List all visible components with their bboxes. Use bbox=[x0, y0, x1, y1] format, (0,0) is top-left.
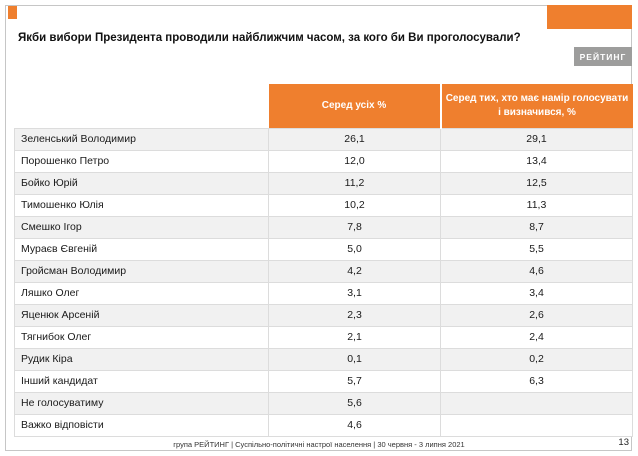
header-among-decided: Серед тих, хто має намір голосувати і ви… bbox=[439, 84, 633, 128]
value-among-all: 2,1 bbox=[268, 325, 441, 349]
value-among-decided: 13,4 bbox=[440, 149, 633, 173]
results-table: Серед усіх % Серед тих, хто має намір го… bbox=[14, 84, 633, 437]
value-among-all: 4,2 bbox=[268, 259, 441, 283]
value-among-all: 12,0 bbox=[268, 149, 441, 173]
value-among-decided: 12,5 bbox=[440, 171, 633, 195]
candidate-name: Рудик Кіра bbox=[14, 347, 269, 371]
header-row: Серед усіх % Серед тих, хто має намір го… bbox=[14, 84, 633, 128]
candidate-name: Інший кандидат bbox=[14, 369, 269, 393]
value-among-decided: 3,4 bbox=[440, 281, 633, 305]
value-among-all: 3,1 bbox=[268, 281, 441, 305]
results-table-body: Зеленський Володимир 26,1 29,1 Порошенко Пе… bbox=[14, 127, 633, 437]
header-empty-cell bbox=[14, 84, 269, 128]
value-among-decided: 6,3 bbox=[440, 369, 633, 393]
value-among-decided bbox=[440, 413, 633, 437]
value-among-decided: 8,7 bbox=[440, 215, 633, 239]
candidate-name: Мураєв Євгеній bbox=[14, 237, 269, 261]
table-row: Тимошенко Юлія 10,2 11,3 bbox=[14, 193, 633, 217]
candidate-name: Бойко Юрій bbox=[14, 171, 269, 195]
value-among-all: 5,7 bbox=[268, 369, 441, 393]
value-among-decided bbox=[440, 391, 633, 415]
candidate-name: Тимошенко Юлія bbox=[14, 193, 269, 217]
table-row: Бойко Юрій 11,2 12,5 bbox=[14, 171, 633, 195]
value-among-all: 7,8 bbox=[268, 215, 441, 239]
value-among-all: 2,3 bbox=[268, 303, 441, 327]
table-row: Смешко Ігор 7,8 8,7 bbox=[14, 215, 633, 239]
page-title: Якби вибори Президента проводили найближ… bbox=[18, 32, 521, 44]
table-row: Тягнибок Олег 2,1 2,4 bbox=[14, 325, 633, 349]
value-among-decided: 0,2 bbox=[440, 347, 633, 371]
table-row: Рудик Кіра 0,1 0,2 bbox=[14, 347, 633, 371]
page-number: 13 bbox=[618, 437, 629, 448]
value-among-decided: 11,3 bbox=[440, 193, 633, 217]
rating-logo-text: РЕЙТИНГ bbox=[579, 51, 627, 62]
candidate-name: Тягнибок Олег bbox=[14, 325, 269, 349]
value-among-all: 5,6 bbox=[268, 391, 441, 415]
value-among-decided: 2,4 bbox=[440, 325, 633, 349]
value-among-all: 4,6 bbox=[268, 413, 441, 437]
value-among-all: 5,0 bbox=[268, 237, 441, 261]
table-row: Гройсман Володимир 4,2 4,6 bbox=[14, 259, 633, 283]
value-among-all: 26,1 bbox=[268, 127, 441, 151]
candidate-name: Порошенко Петро bbox=[14, 149, 269, 173]
table-row: Мураєв Євгеній 5,0 5,5 bbox=[14, 237, 633, 261]
candidate-name: Ляшко Олег bbox=[14, 281, 269, 305]
table-row: Інший кандидат 5,7 6,3 bbox=[14, 369, 633, 393]
value-among-all: 0,1 bbox=[268, 347, 441, 371]
value-among-all: 10,2 bbox=[268, 193, 441, 217]
footer-text: група РЕЙТИНГ | Суспільно-політичні наст… bbox=[173, 440, 465, 449]
candidate-name: Смешко Ігор bbox=[14, 215, 269, 239]
table-row: Важко відповісти 4,6 bbox=[14, 413, 633, 437]
candidate-name: Гройсман Володимир bbox=[14, 259, 269, 283]
top-left-accent-bar bbox=[8, 6, 17, 19]
table-row: Яценюк Арсеній 2,3 2,6 bbox=[14, 303, 633, 327]
results-table-header: Серед усіх % Серед тих, хто має намір го… bbox=[14, 84, 633, 128]
value-among-decided: 5,5 bbox=[440, 237, 633, 261]
value-among-decided: 29,1 bbox=[440, 127, 633, 151]
rating-group-logo: РЕЙТИНГ bbox=[574, 47, 632, 66]
value-among-all: 11,2 bbox=[268, 171, 441, 195]
value-among-decided: 2,6 bbox=[440, 303, 633, 327]
candidate-name: Важко відповісти bbox=[14, 413, 269, 437]
candidate-name: Не голосуватиму bbox=[14, 391, 269, 415]
value-among-decided: 4,6 bbox=[440, 259, 633, 283]
candidate-name: Яценюк Арсеній bbox=[14, 303, 269, 327]
header-among-all: Серед усіх % bbox=[268, 84, 441, 128]
candidate-name: Зеленський Володимир bbox=[14, 127, 269, 151]
table-row: Порошенко Петро 12,0 13,4 bbox=[14, 149, 633, 173]
table-row: Не голосуватиму 5,6 bbox=[14, 391, 633, 415]
table-row: Зеленський Володимир 26,1 29,1 bbox=[14, 127, 633, 151]
table-row: Ляшко Олег 3,1 3,4 bbox=[14, 281, 633, 305]
top-right-accent-bar bbox=[547, 5, 632, 29]
